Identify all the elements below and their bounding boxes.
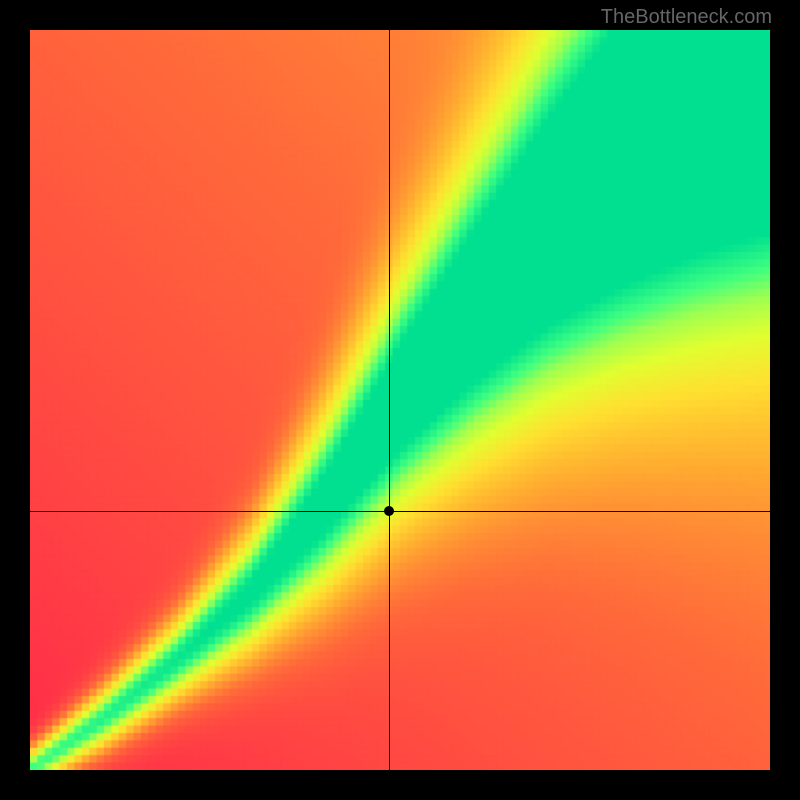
heatmap-chart [30,30,770,770]
crosshair-vertical [389,30,390,770]
heatmap-canvas [30,30,770,770]
data-point-marker [384,506,394,516]
crosshair-horizontal [30,511,770,512]
watermark-text: TheBottleneck.com [601,6,772,29]
